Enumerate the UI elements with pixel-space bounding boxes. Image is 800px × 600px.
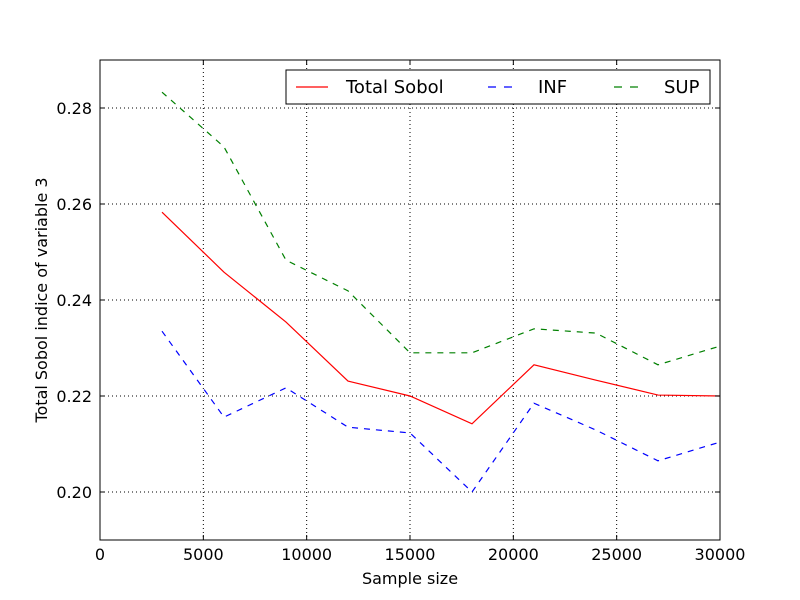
x-tick-label: 15000 (385, 545, 436, 564)
x-tick-label: 25000 (591, 545, 642, 564)
y-axis-label: Total Sobol indice of variable 3 (32, 177, 51, 423)
series-line-total-sobol (161, 211, 721, 425)
x-axis-label: Sample size (362, 569, 458, 588)
y-tick-label: 0.24 (56, 291, 92, 310)
legend: Total Sobol INF SUP (285, 69, 711, 105)
x-tick-label: 20000 (488, 545, 539, 564)
grid (100, 60, 720, 540)
legend-label: INF (538, 77, 567, 98)
legend-label: Total Sobol (345, 77, 444, 98)
series-lines (161, 91, 721, 493)
x-tick-label: 10000 (281, 545, 332, 564)
x-tick-label: 30000 (695, 545, 746, 564)
x-tick-label: 5000 (183, 545, 224, 564)
axis-ticks: 0 5000 10000 15000 20000 25000 30000 0.20 0.22 0.… (56, 60, 745, 564)
series-line-sup (161, 91, 721, 366)
series-line-inf (161, 330, 721, 493)
x-tick-label: 0 (95, 545, 105, 564)
legend-label: SUP (664, 77, 700, 98)
y-tick-label: 0.28 (56, 99, 92, 118)
legend-box (285, 69, 711, 105)
y-tick-label: 0.22 (56, 387, 92, 406)
y-tick-label: 0.20 (56, 483, 92, 502)
y-tick-label: 0.26 (56, 195, 92, 214)
